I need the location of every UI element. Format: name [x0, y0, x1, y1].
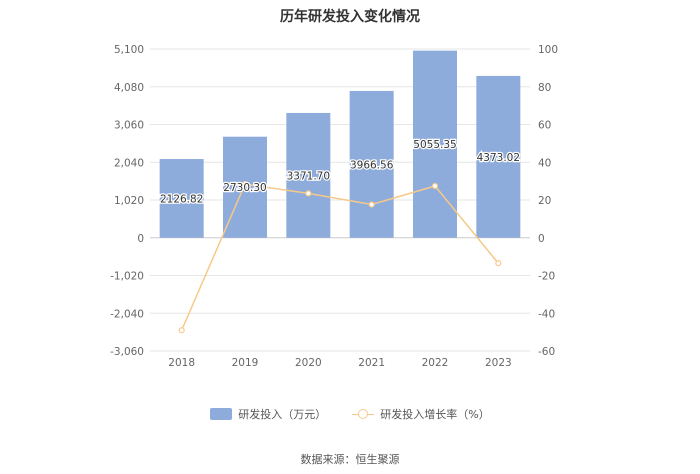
bar [349, 90, 394, 238]
bar-data-label: 2730.30 [223, 182, 266, 194]
x-tick-label: 2021 [358, 357, 385, 369]
x-tick-label: 2023 [485, 357, 512, 369]
y-left-tick-label: -2,040 [110, 308, 144, 320]
legend: 研发投入（万元） 研发投入增长率（%） [0, 406, 700, 422]
y-left-tick-label: -3,060 [110, 346, 144, 358]
bar [413, 50, 457, 238]
growth-point [368, 201, 375, 208]
bar-data-label: 5055.35 [413, 139, 456, 151]
legend-line-swatch [352, 408, 375, 420]
y-right-tick-label: 80 [538, 82, 551, 94]
y-left-tick-label: 4,080 [114, 82, 144, 94]
y-right-tick-label: 40 [538, 157, 551, 169]
y-right-tick-label: 0 [538, 233, 545, 245]
legend-label-line: 研发投入增长率（%） [380, 408, 490, 421]
x-tick-label: 2019 [232, 357, 259, 369]
y-right-tick-label: -40 [538, 308, 555, 320]
y-right-tick-label: 60 [538, 120, 551, 132]
y-left-tick-label: -1,020 [110, 271, 144, 283]
legend-item-line[interactable]: 研发投入增长率（%） [352, 406, 490, 422]
growth-point [241, 181, 249, 188]
growth-point [495, 260, 502, 267]
growth-point [431, 182, 439, 190]
growth-point [305, 190, 312, 197]
x-tick-label: 2020 [295, 357, 322, 369]
bar [476, 75, 521, 238]
y-left-tick-label: 2,040 [114, 157, 144, 169]
bar-data-label: 3371.70 [287, 170, 330, 182]
y-right-tick-label: -60 [538, 346, 555, 358]
bar-data-label: 4373.02 [477, 152, 520, 164]
bar [159, 159, 204, 238]
y-right-tick-label: 100 [538, 44, 558, 56]
source-note: 数据来源：恒生聚源 [300, 453, 400, 466]
growth-line [180, 183, 499, 331]
x-tick-label: 2022 [422, 357, 449, 369]
y-left-tick-label: 5,100 [114, 44, 144, 56]
y-right-tick-label: -20 [538, 271, 555, 283]
chart-title: 历年研发投入变化情况 [280, 9, 420, 25]
legend-bar-swatch [210, 408, 233, 420]
bar-data-label: 3966.56 [350, 159, 394, 171]
y-right-tick-label: 20 [538, 195, 551, 207]
y-left-tick-label: 0 [137, 233, 144, 245]
bar [286, 112, 331, 238]
legend-label-bar: 研发投入（万元） [238, 408, 327, 421]
y-left-tick-label: 3,060 [114, 120, 144, 132]
x-tick-label: 2018 [168, 357, 195, 369]
y-left-tick-label: 1,020 [114, 195, 144, 207]
growth-point [178, 327, 185, 334]
legend-item-bar[interactable]: 研发投入（万元） [210, 406, 326, 422]
bar-data-label: 2126.82 [160, 193, 203, 205]
